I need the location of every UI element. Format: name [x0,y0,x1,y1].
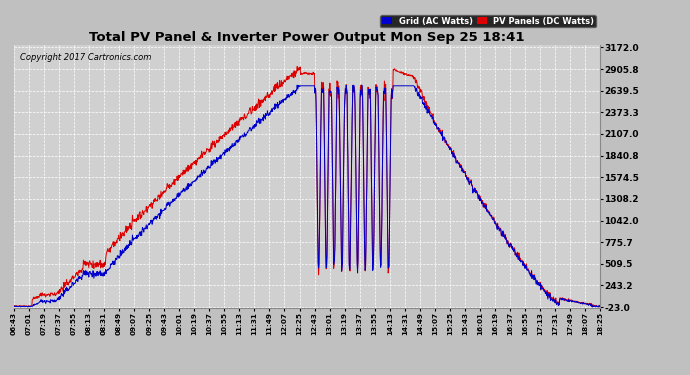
Text: Copyright 2017 Cartronics.com: Copyright 2017 Cartronics.com [19,53,151,62]
Title: Total PV Panel & Inverter Power Output Mon Sep 25 18:41: Total PV Panel & Inverter Power Output M… [89,31,525,44]
Legend: Grid (AC Watts), PV Panels (DC Watts): Grid (AC Watts), PV Panels (DC Watts) [380,15,596,27]
